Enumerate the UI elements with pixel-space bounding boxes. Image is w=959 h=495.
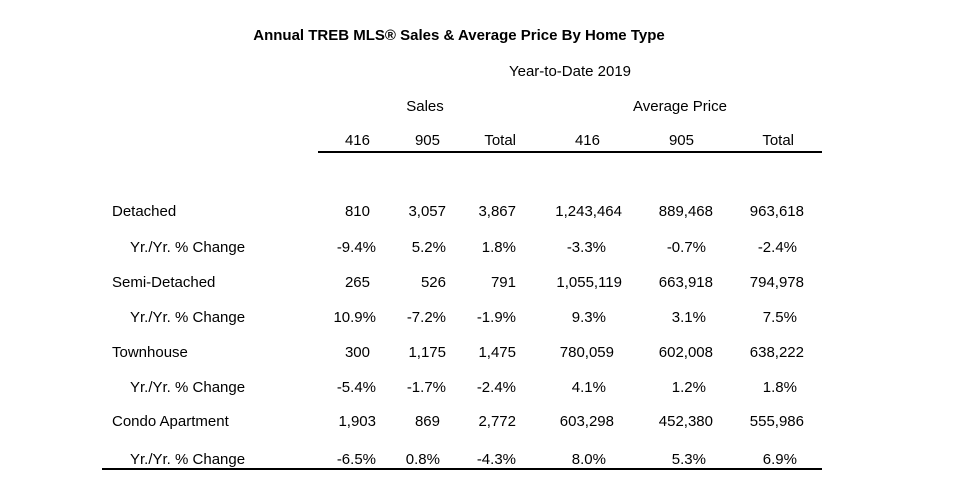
row-label-semi-detached: Semi-Detached (112, 274, 216, 291)
group-header-sales: Sales (406, 98, 444, 115)
table-cell: 1,903 (338, 413, 376, 430)
group-header-average-price: Average Price (633, 98, 727, 115)
table-cell: 1.8% (762, 379, 797, 396)
table-cell: -0.7% (666, 239, 706, 256)
table-cell: 9.3% (571, 309, 606, 326)
table-cell: 5.2% (411, 239, 446, 256)
row-label-change: Yr./Yr. % Change (130, 451, 246, 468)
table-cell: 2,772 (478, 413, 516, 430)
table-cell: 555,986 (749, 413, 804, 430)
table-cell: 602,008 (658, 344, 713, 361)
table-cell: 1,055,119 (556, 274, 622, 291)
row-label-change: Yr./Yr. % Change (130, 239, 246, 256)
table-cell: 1.2% (671, 379, 706, 396)
table-cell: 1.8% (481, 239, 516, 256)
column-header-sales-905: 905 (414, 132, 440, 149)
table-cell: 963,618 (749, 203, 804, 220)
table-cell: -1.9% (476, 309, 516, 326)
header-rule (318, 151, 822, 153)
column-header-sales-total: Total (484, 132, 516, 149)
table-cell: 3,057 (408, 203, 446, 220)
table-cell: 526 (420, 274, 446, 291)
column-header-price-905: 905 (668, 132, 694, 149)
table-cell: 7.5% (762, 309, 797, 326)
table-cell: -2.4% (757, 239, 797, 256)
table-cell: 10.9% (333, 309, 376, 326)
table-cell: 6.9% (762, 451, 797, 468)
table-cell: 1,475 (478, 344, 516, 361)
row-label-detached: Detached (112, 203, 177, 220)
column-header-sales-416: 416 (344, 132, 370, 149)
table-cell: 638,222 (749, 344, 804, 361)
table-cell: -7.2% (406, 309, 446, 326)
table-cell: 5.3% (671, 451, 706, 468)
table-cell: 4.1% (571, 379, 606, 396)
table-title: Annual TREB MLS® Sales & Average Price B… (253, 27, 665, 44)
table-cell: 0.8% (405, 451, 440, 468)
row-label-townhouse: Townhouse (112, 344, 188, 361)
footer-rule (102, 468, 822, 470)
table-cell: 1,243,464 (555, 203, 622, 220)
table-cell: 889,468 (658, 203, 713, 220)
column-header-price-total: Total (762, 132, 794, 149)
row-label-condo-apartment: Condo Apartment (112, 413, 229, 430)
table-cell: 791 (490, 274, 516, 291)
row-label-change: Yr./Yr. % Change (130, 309, 246, 326)
table-cell: -5.4% (336, 379, 376, 396)
period-label: Year-to-Date 2019 (508, 63, 632, 80)
table-cell: 3.1% (671, 309, 706, 326)
table-cell: -6.5% (336, 451, 376, 468)
column-header-price-416: 416 (574, 132, 600, 149)
row-label-change: Yr./Yr. % Change (130, 379, 246, 396)
table-cell: 265 (344, 274, 370, 291)
table-cell: 780,059 (559, 344, 614, 361)
table-cell: 3,867 (478, 203, 516, 220)
table-cell: -1.7% (406, 379, 446, 396)
table-cell: -9.4% (336, 239, 376, 256)
table-cell: 810 (344, 203, 370, 220)
table-cell: 300 (344, 344, 370, 361)
table-cell: -4.3% (476, 451, 516, 468)
table-cell: 452,380 (658, 413, 713, 430)
table-cell: 8.0% (571, 451, 606, 468)
table-cell: -3.3% (566, 239, 606, 256)
table-cell: 1,175 (408, 344, 446, 361)
table-cell: -2.4% (476, 379, 516, 396)
table-cell: 663,918 (658, 274, 713, 291)
table-cell: 869 (414, 413, 440, 430)
table-cell: 603,298 (559, 413, 614, 430)
table-cell: 794,978 (749, 274, 804, 291)
